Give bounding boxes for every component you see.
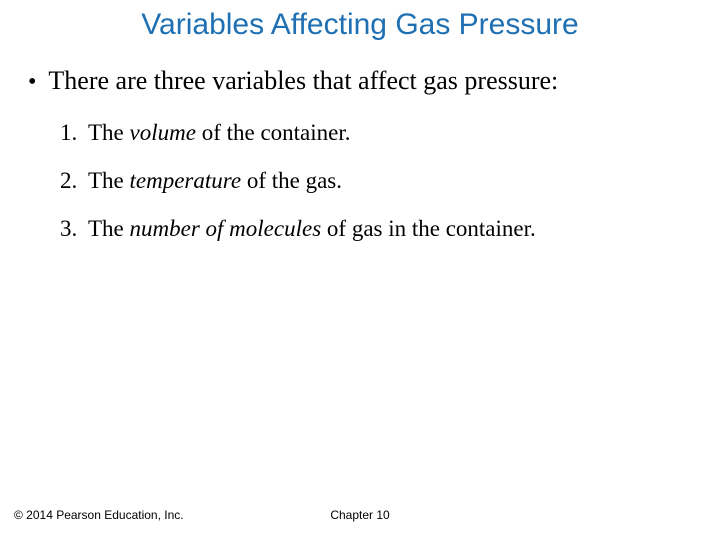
list-number: 3.	[60, 216, 88, 242]
text-post: of the container.	[196, 120, 351, 145]
text-pre: The	[88, 120, 130, 145]
text-italic: number of molecules	[130, 216, 322, 241]
bullet-text: There are three variables that affect ga…	[48, 66, 558, 96]
list-number: 2.	[60, 168, 88, 194]
bullet-marker: •	[28, 66, 48, 94]
text-post: of gas in the container.	[321, 216, 536, 241]
list-text: The volume of the container.	[88, 120, 351, 146]
list-item: 1. The volume of the container.	[0, 96, 720, 146]
list-number: 1.	[60, 120, 88, 146]
text-pre: The	[88, 168, 130, 193]
text-pre: The	[88, 216, 130, 241]
text-italic: volume	[130, 120, 196, 145]
bullet-item: • There are three variables that affect …	[0, 42, 720, 96]
footer-chapter: Chapter 10	[0, 508, 720, 522]
text-post: of the gas.	[241, 168, 342, 193]
list-item: 3. The number of molecules of gas in the…	[0, 194, 720, 242]
list-text: The temperature of the gas.	[88, 168, 342, 194]
text-italic: temperature	[130, 168, 242, 193]
list-item: 2. The temperature of the gas.	[0, 146, 720, 194]
list-text: The number of molecules of gas in the co…	[88, 216, 536, 242]
slide-title: Variables Affecting Gas Pressure	[0, 0, 720, 42]
